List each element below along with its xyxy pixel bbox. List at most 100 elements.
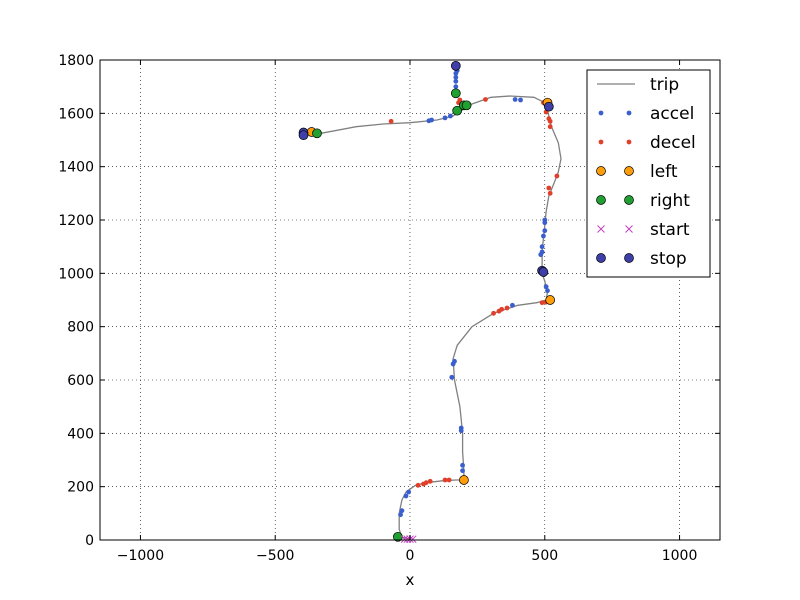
y-tick-label: 1400: [58, 160, 94, 176]
accel-point: [458, 425, 464, 431]
legend-entry-trip: trip: [597, 75, 679, 95]
legend: trip accel decel left right start stop: [586, 69, 711, 278]
accel-point: [510, 302, 515, 308]
legend-label: decel: [650, 133, 696, 153]
accel-point: [460, 462, 465, 468]
accel-point: [453, 78, 459, 84]
left-point: [545, 295, 556, 305]
decel-point: [504, 305, 510, 311]
legend-entry-decel: decel: [598, 133, 696, 153]
accel-point: [512, 97, 518, 102]
legend-label: right: [650, 191, 690, 211]
legend-entry-stop: stop: [596, 249, 687, 269]
series-layer: [298, 61, 562, 544]
legend-swatch: [598, 139, 604, 145]
accel-point: [539, 249, 545, 255]
decel-point: [491, 310, 496, 316]
x-tick-label: 500: [531, 548, 558, 564]
series-stop: [298, 61, 554, 277]
legend-label: trip: [650, 75, 679, 95]
accel-point: [453, 74, 459, 80]
legend-swatch: [625, 225, 633, 233]
legend-label: left: [650, 162, 678, 182]
decel-point: [483, 97, 488, 102]
legend-swatch: [626, 110, 632, 116]
legend-swatch: [596, 253, 606, 263]
ticks: −1000 −500 0 500 1000 0 200 400 600 800 1000 1200 14…: [58, 53, 720, 564]
x-tick-label: 1000: [662, 548, 698, 564]
accel-point: [545, 288, 550, 294]
legend-swatch: [598, 110, 604, 116]
accel-point: [539, 244, 545, 250]
decel-point: [427, 478, 433, 484]
y-tick-label: 1600: [58, 106, 94, 122]
decel-point: [442, 477, 448, 483]
stop-point: [538, 267, 549, 277]
legend-entry-start: start: [597, 220, 690, 240]
x-tick-label: 0: [406, 548, 415, 564]
decel-point: [457, 97, 463, 103]
right-point: [461, 100, 472, 111]
y-tick-label: 0: [85, 533, 94, 549]
legend-label: start: [650, 220, 690, 240]
series-right: [312, 88, 472, 542]
decel-point: [546, 116, 552, 122]
decel-point: [546, 185, 552, 191]
accel-point: [403, 493, 409, 499]
accel-point: [406, 489, 412, 495]
y-tick-label: 600: [67, 373, 94, 389]
accel-point: [398, 512, 403, 518]
accel-point: [429, 117, 434, 123]
decel-point: [499, 306, 505, 312]
legend-label: accel: [650, 104, 694, 124]
accel-point: [518, 97, 523, 103]
legend-entry-right: right: [596, 191, 690, 211]
legend-swatch: [596, 195, 606, 205]
accel-point: [448, 113, 453, 119]
right-point: [450, 88, 461, 99]
y-tick-label: 1800: [58, 53, 94, 69]
accel-point: [453, 84, 459, 90]
stop-point: [298, 130, 309, 141]
accel-point: [543, 284, 549, 290]
legend-entry-left: left: [596, 162, 678, 182]
decel-point: [415, 482, 421, 488]
accel-point: [449, 374, 455, 380]
right-point: [312, 128, 322, 139]
accel-point: [541, 233, 546, 239]
accel-point: [542, 228, 548, 234]
x-tick-label: −1000: [117, 548, 164, 564]
accel-point: [452, 358, 457, 364]
accel-point: [542, 217, 548, 223]
accel-point: [442, 115, 448, 121]
accel-point: [399, 508, 405, 514]
legend-swatch: [597, 225, 605, 233]
left-point: [459, 475, 469, 485]
x-tick-label: −500: [256, 548, 294, 564]
legend-swatch: [624, 166, 634, 176]
decel-point: [539, 300, 545, 306]
decel-point: [446, 477, 452, 483]
x-axis-label: x: [406, 571, 415, 589]
stop-point: [450, 61, 461, 71]
series-accel: [398, 68, 550, 518]
decel-point: [554, 173, 560, 179]
legend-entry-accel: accel: [598, 104, 694, 124]
stop-point: [543, 101, 554, 112]
start-point: [400, 535, 409, 544]
legend-swatch: [596, 166, 606, 176]
y-tick-label: 800: [67, 320, 94, 336]
legend-swatch: [624, 253, 634, 263]
legend-swatch: [624, 195, 634, 205]
decel-point: [388, 118, 394, 124]
y-tick-label: 1000: [58, 266, 94, 282]
series-decel: [388, 97, 560, 488]
y-tick-label: 400: [67, 426, 94, 442]
legend-swatch: [626, 139, 632, 145]
decel-point: [547, 190, 553, 196]
decel-point: [547, 124, 553, 130]
legend-label: stop: [650, 249, 687, 269]
decel-point: [423, 480, 429, 486]
y-tick-label: 1200: [58, 213, 94, 229]
